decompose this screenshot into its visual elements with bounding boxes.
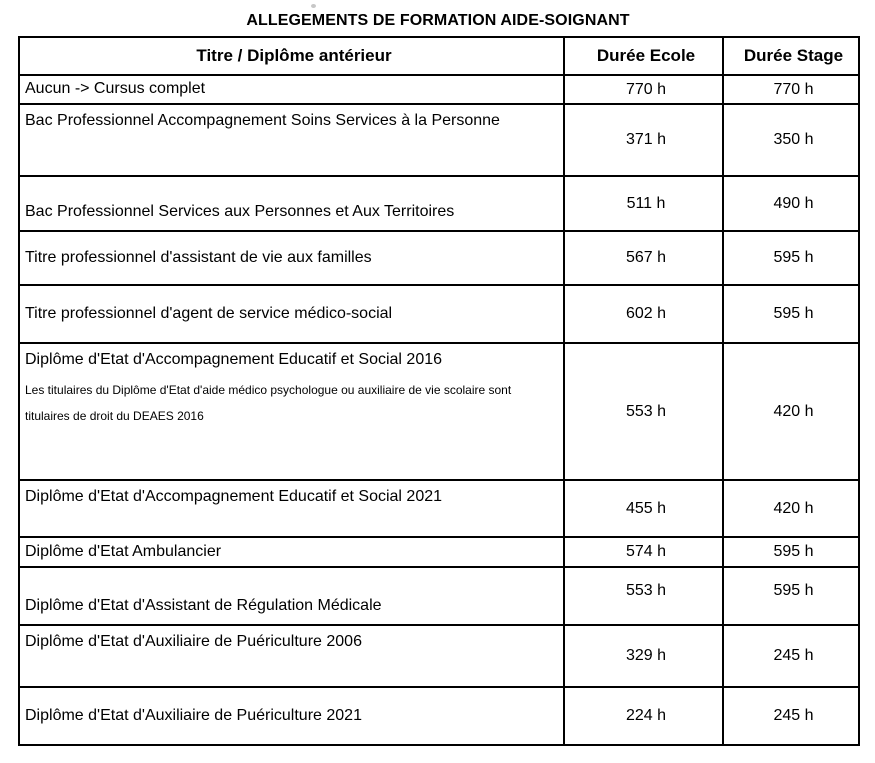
row-title: Diplôme d'Etat d'Accompagnement Educatif…: [25, 488, 443, 505]
cell-titre: Bac Professionnel Services aux Personnes…: [18, 175, 565, 232]
cell-duree-stage: 595 h: [722, 284, 860, 344]
cell-titre: Diplôme d'Etat d'Assistant de Régulation…: [18, 566, 565, 626]
table-row: Bac Professionnel Services aux Personnes…: [18, 175, 860, 232]
cell-duree-stage: 770 h: [722, 74, 860, 105]
col-header-duree-stage: Durée Stage: [722, 36, 860, 76]
table-row: Diplôme d'Etat d'Accompagnement Educatif…: [18, 342, 860, 481]
table-header: Titre / Diplôme antérieur Durée Ecole Du…: [18, 36, 860, 76]
cell-duree-ecole: 574 h: [563, 536, 724, 568]
cell-duree-ecole: 553 h: [563, 566, 724, 626]
cell-duree-stage: 490 h: [722, 175, 860, 232]
row-title: Diplôme d'Etat d'Auxiliaire de Puéricult…: [25, 633, 362, 650]
table-row: Diplôme d'Etat d'Assistant de Régulation…: [18, 566, 860, 626]
row-title: Titre professionnel d'agent de service m…: [25, 304, 393, 322]
table-row: Diplôme d'Etat d'Auxiliaire de Puéricult…: [18, 624, 860, 688]
cell-titre: Diplôme d'Etat d'Auxiliaire de Puéricult…: [18, 686, 565, 746]
table-row: Diplôme d'Etat Ambulancier 574 h 595 h: [18, 536, 860, 568]
table-row: Aucun -> Cursus complet 770 h 770 h: [18, 74, 860, 105]
row-title: Diplôme d'Etat Ambulancier: [25, 542, 222, 560]
row-title: Aucun -> Cursus complet: [25, 80, 206, 98]
table-body: Aucun -> Cursus complet 770 h 770 h Bac Pro…: [18, 74, 860, 746]
document-page: ALLEGEMENTS DE FORMATION AIDE-SOIGNANT T…: [18, 4, 860, 746]
table-row: Bac Professionnel Accompagnement Soins S…: [18, 103, 860, 177]
cell-duree-stage: 420 h: [722, 342, 860, 481]
cell-titre: Diplôme d'Etat d'Auxiliaire de Puéricult…: [18, 624, 565, 688]
row-title: Bac Professionnel Accompagnement Soins S…: [25, 112, 500, 129]
table-row: Titre professionnel d'assistant de vie a…: [18, 230, 860, 286]
row-title: Diplôme d'Etat d'Assistant de Régulation…: [25, 597, 382, 615]
col-header-titre-diplome: Titre / Diplôme antérieur: [18, 36, 565, 76]
header-row: Titre / Diplôme antérieur Durée Ecole Du…: [18, 36, 860, 76]
cell-duree-stage: 245 h: [722, 624, 860, 688]
table-row: Diplôme d'Etat d'Accompagnement Educatif…: [18, 479, 860, 538]
cell-duree-ecole: 371 h: [563, 103, 724, 177]
cell-duree-ecole: 567 h: [563, 230, 724, 286]
row-title: Titre professionnel d'assistant de vie a…: [25, 248, 372, 266]
cell-titre: Titre professionnel d'assistant de vie a…: [18, 230, 565, 286]
cell-duree-ecole: 329 h: [563, 624, 724, 688]
table-row: Diplôme d'Etat d'Auxiliaire de Puéricult…: [18, 686, 860, 746]
cell-titre: Bac Professionnel Accompagnement Soins S…: [18, 103, 565, 177]
cell-duree-ecole: 553 h: [563, 342, 724, 481]
row-title: Bac Professionnel Services aux Personnes…: [25, 203, 455, 221]
cell-duree-stage: 595 h: [722, 536, 860, 568]
cell-titre: Diplôme d'Etat Ambulancier: [18, 536, 565, 568]
cell-duree-ecole: 224 h: [563, 686, 724, 746]
cell-duree-stage: 595 h: [722, 230, 860, 286]
cell-titre: Diplôme d'Etat d'Accompagnement Educatif…: [18, 342, 565, 481]
cell-titre: Titre professionnel d'agent de service m…: [18, 284, 565, 344]
col-header-duree-ecole: Durée Ecole: [563, 36, 724, 76]
stray-dot: [311, 4, 316, 8]
cell-duree-stage: 245 h: [722, 686, 860, 746]
cell-duree-stage: 420 h: [722, 479, 860, 538]
cell-duree-ecole: 455 h: [563, 479, 724, 538]
row-note: Les titulaires du Diplôme d'Etat d'aide …: [25, 382, 512, 423]
row-title: Diplôme d'Etat d'Auxiliaire de Puéricult…: [25, 706, 362, 724]
cell-titre: Diplôme d'Etat d'Accompagnement Educatif…: [18, 479, 565, 538]
cell-duree-stage: 350 h: [722, 103, 860, 177]
formation-table: Titre / Diplôme antérieur Durée Ecole Du…: [18, 36, 860, 746]
table-row: Titre professionnel d'agent de service m…: [18, 284, 860, 344]
page-title: ALLEGEMENTS DE FORMATION AIDE-SOIGNANT: [246, 12, 630, 29]
cell-duree-stage: 595 h: [722, 566, 860, 626]
row-title: Diplôme d'Etat d'Accompagnement Educatif…: [25, 351, 443, 368]
cell-duree-ecole: 770 h: [563, 74, 724, 105]
cell-duree-ecole: 511 h: [563, 175, 724, 232]
cell-titre: Aucun -> Cursus complet: [18, 74, 565, 105]
cell-duree-ecole: 602 h: [563, 284, 724, 344]
